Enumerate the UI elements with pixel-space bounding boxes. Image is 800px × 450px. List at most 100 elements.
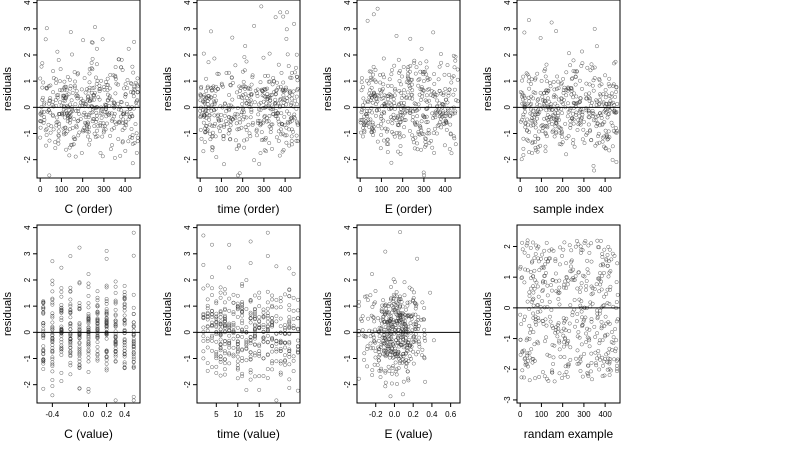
data-point: [574, 319, 579, 324]
data-point: [95, 134, 100, 139]
data-point: [417, 335, 422, 340]
data-point: [599, 324, 604, 329]
data-point: [367, 125, 372, 130]
data-point: [98, 87, 103, 91]
data-point: [210, 145, 215, 149]
data-point: [518, 337, 523, 342]
data-point: [59, 302, 64, 307]
data-point: [68, 322, 73, 327]
data-point: [401, 351, 406, 356]
y-tick-label: 0: [23, 105, 32, 110]
data-point: [104, 325, 109, 330]
data-point: [525, 351, 530, 356]
data-point: [422, 173, 427, 178]
data-point: [610, 251, 615, 256]
data-point: [218, 104, 223, 109]
data-point: [131, 360, 136, 365]
data-point: [201, 311, 206, 316]
data-point: [280, 149, 285, 154]
data-point: [388, 115, 393, 120]
data-point: [50, 315, 55, 320]
data-point: [76, 94, 80, 99]
data-point: [386, 310, 391, 315]
data-point: [398, 294, 402, 299]
data-point: [527, 86, 532, 91]
plot-frame: [356, 0, 461, 179]
data-point: [44, 127, 49, 132]
data-point: [122, 360, 127, 365]
data-point: [589, 241, 594, 246]
data-point: [292, 112, 297, 117]
data-point: [577, 297, 582, 302]
data-point: [537, 268, 542, 273]
data-point: [363, 294, 367, 299]
data-point: [603, 128, 608, 133]
data-point: [424, 137, 428, 141]
data-point: [414, 322, 419, 327]
data-point: [414, 339, 418, 344]
data-point: [249, 109, 254, 114]
data-point: [607, 359, 612, 364]
data-point: [287, 340, 292, 344]
y-tick-label: -2: [503, 156, 512, 164]
data-point: [586, 115, 591, 119]
data-point: [51, 127, 56, 132]
data-point: [448, 131, 453, 136]
y-tick-label: 0: [183, 105, 192, 110]
data-point: [126, 46, 131, 51]
data-point: [235, 112, 240, 117]
data-point: [579, 107, 584, 112]
data-point: [565, 114, 570, 119]
y-tick-label: 4: [503, 0, 512, 5]
data-point: [226, 70, 231, 75]
data-point: [575, 286, 580, 291]
data-point: [240, 281, 245, 286]
data-point: [47, 98, 52, 103]
data-point: [576, 242, 581, 247]
data-point: [427, 98, 431, 103]
points-layer: [201, 230, 300, 403]
data-point: [408, 86, 413, 90]
data-point: [209, 29, 213, 34]
data-point: [400, 321, 405, 326]
data-point: [530, 151, 535, 156]
data-point: [257, 325, 262, 329]
data-point: [62, 111, 66, 116]
data-point: [420, 347, 425, 352]
data-point: [573, 324, 577, 329]
data-point: [523, 362, 528, 367]
data-point: [361, 96, 366, 101]
data-point: [205, 310, 210, 315]
data-point: [226, 131, 231, 136]
data-point: [105, 76, 110, 81]
data-point: [265, 339, 270, 344]
data-point: [573, 244, 578, 249]
data-point: [380, 309, 385, 314]
data-point: [549, 247, 554, 252]
data-point: [228, 123, 233, 128]
data-point: [244, 338, 249, 343]
data-point: [580, 110, 585, 115]
data-point: [95, 298, 100, 303]
y-tick-label: 4: [23, 225, 32, 230]
data-point: [135, 135, 140, 140]
data-point: [131, 328, 136, 333]
data-point: [528, 245, 533, 250]
data-point: [393, 360, 398, 365]
data-point: [382, 352, 387, 357]
data-point: [214, 364, 219, 369]
data-point: [613, 130, 618, 135]
data-point: [525, 336, 530, 341]
data-point: [587, 336, 592, 341]
data-point: [113, 279, 118, 284]
data-point: [578, 109, 583, 114]
data-point: [244, 388, 249, 392]
data-point: [77, 353, 82, 358]
data-point: [287, 318, 292, 323]
data-point: [369, 106, 374, 111]
data-point: [433, 109, 438, 114]
data-point: [240, 284, 245, 288]
data-point: [113, 318, 118, 323]
data-point: [72, 117, 76, 122]
